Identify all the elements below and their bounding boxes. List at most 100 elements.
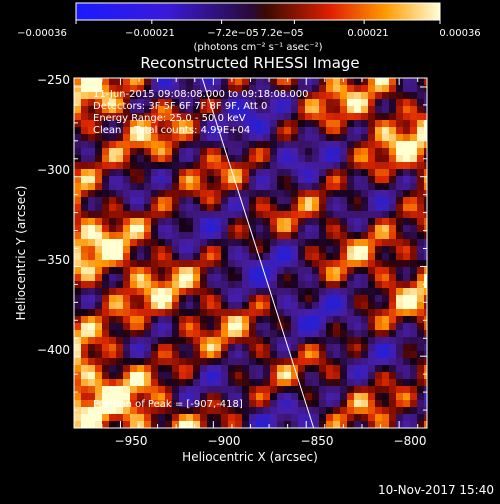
heatmap-cell [193,197,200,204]
heatmap-cell [130,309,137,316]
heatmap-cell [277,204,284,211]
heatmap-cell [263,302,270,309]
heatmap-cell [347,232,354,239]
heatmap-cell [375,197,382,204]
heatmap-cell [263,162,270,169]
heatmap-cell [144,414,151,421]
footer-timestamp: 10-Nov-2017 15:40 [378,483,494,497]
heatmap-cell [200,400,207,407]
heatmap-cell [186,169,193,176]
heatmap-cell [158,393,165,400]
heatmap-cell [361,155,368,162]
heatmap-cell [214,232,221,239]
heatmap-cell [312,358,319,365]
heatmap-cell [396,204,403,211]
heatmap-cell [81,148,88,155]
heatmap-cell [81,190,88,197]
heatmap-cell [130,85,137,92]
heatmap-cell [200,316,207,323]
heatmap-cell [270,414,277,421]
heatmap-cell [228,379,235,386]
colorbar-tick-label: −0.00021 [125,28,175,39]
heatmap-cell [200,176,207,183]
heatmap-cell [410,386,417,393]
heatmap-cell [235,169,242,176]
heatmap-cell [221,225,228,232]
heatmap-cell [88,141,95,148]
heatmap-cell [74,197,81,204]
heatmap-cell [186,323,193,330]
heatmap-cell [326,155,333,162]
heatmap-cell [228,309,235,316]
heatmap-cell [235,92,242,99]
heatmap-cell [179,288,186,295]
heatmap-cell [298,407,305,414]
heatmap-cell [200,281,207,288]
heatmap-cell [109,169,116,176]
heatmap-cell [81,99,88,106]
heatmap-cell [340,162,347,169]
heatmap-cell [277,316,284,323]
heatmap-cell [277,99,284,106]
heatmap-cell [375,211,382,218]
heatmap-cell [172,211,179,218]
heatmap-cell [137,393,144,400]
heatmap-cell [186,246,193,253]
heatmap-cell [424,337,427,344]
heatmap-cell [200,92,207,99]
heatmap-cell [144,323,151,330]
heatmap-cell [417,400,424,407]
heatmap-cell [102,365,109,372]
heatmap-cell [305,421,312,428]
heatmap-cell [116,78,123,85]
heatmap-cell [277,141,284,148]
heatmap-cell [277,351,284,358]
heatmap-cell [375,225,382,232]
heatmap-cell [109,386,116,393]
heatmap-cell [81,281,88,288]
heatmap-cell [382,162,389,169]
heatmap-cell [249,169,256,176]
heatmap-cell [235,204,242,211]
heatmap-cell [326,288,333,295]
heatmap-cell [368,113,375,120]
heatmap-cell [396,351,403,358]
heatmap-cell [326,218,333,225]
heatmap-cell [382,225,389,232]
heatmap-cell [368,120,375,127]
heatmap-cell [354,85,361,92]
heatmap-cell [88,253,95,260]
heatmap-cell [214,372,221,379]
heatmap-cell [95,162,102,169]
heatmap-cell [109,379,116,386]
heatmap-cell [95,183,102,190]
heatmap-cell [312,372,319,379]
heatmap-cell [165,176,172,183]
heatmap-cell [102,155,109,162]
heatmap-cell [396,127,403,134]
heatmap-cell [123,176,130,183]
heatmap-cell [347,288,354,295]
heatmap-cell [172,421,179,428]
heatmap-cell [389,127,396,134]
heatmap-cell [305,253,312,260]
heatmap-cell [102,78,109,85]
heatmap-cell [305,379,312,386]
heatmap-cell [298,106,305,113]
heatmap-cell [389,141,396,148]
heatmap-cell [151,232,158,239]
heatmap-cell [340,316,347,323]
heatmap-cell [340,134,347,141]
heatmap-cell [277,232,284,239]
heatmap-cell [326,274,333,281]
heatmap-cell [172,169,179,176]
heatmap-cell [270,246,277,253]
heatmap-cell [284,169,291,176]
heatmap-cell [410,393,417,400]
heatmap-cell [333,85,340,92]
heatmap-cell [172,78,179,85]
heatmap-cell [130,148,137,155]
heatmap-cell [214,400,221,407]
heatmap-cell [158,183,165,190]
heatmap-cell [375,190,382,197]
